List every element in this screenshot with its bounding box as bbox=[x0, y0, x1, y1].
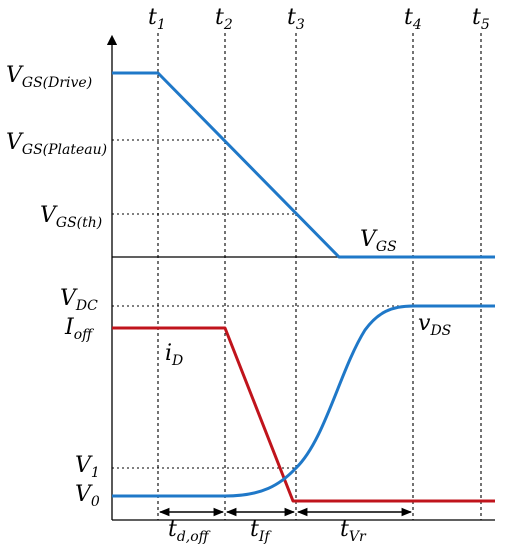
v1-label: V1 bbox=[75, 453, 100, 481]
ioff-label: Ioff bbox=[64, 315, 94, 343]
td-off-label: td,off bbox=[168, 517, 211, 545]
vdc-label: VDC bbox=[60, 286, 98, 314]
vgs-th-label: VGS(th) bbox=[40, 203, 102, 231]
vgs-curve-label: VGS bbox=[360, 227, 397, 255]
tvr-label: tVr bbox=[340, 517, 367, 545]
vds-waveform bbox=[112, 304, 495, 498]
vds-curve-label: vDS bbox=[418, 311, 451, 339]
vgs-drive-label: VGS(Drive) bbox=[6, 63, 92, 91]
t5-label: t5 bbox=[472, 5, 490, 33]
t2-label: t2 bbox=[215, 5, 233, 33]
t4-label: t4 bbox=[404, 5, 422, 33]
id-curve-label: iD bbox=[165, 341, 183, 369]
vgs-plateau-label: VGS(Plateau) bbox=[6, 130, 107, 158]
vgs-waveform bbox=[112, 71, 495, 259]
tif-label: tIf bbox=[250, 517, 272, 545]
id-waveform bbox=[112, 326, 495, 503]
v0-label: V0 bbox=[75, 482, 100, 510]
t1-label: t1 bbox=[148, 5, 166, 33]
t3-label: t3 bbox=[287, 5, 305, 33]
